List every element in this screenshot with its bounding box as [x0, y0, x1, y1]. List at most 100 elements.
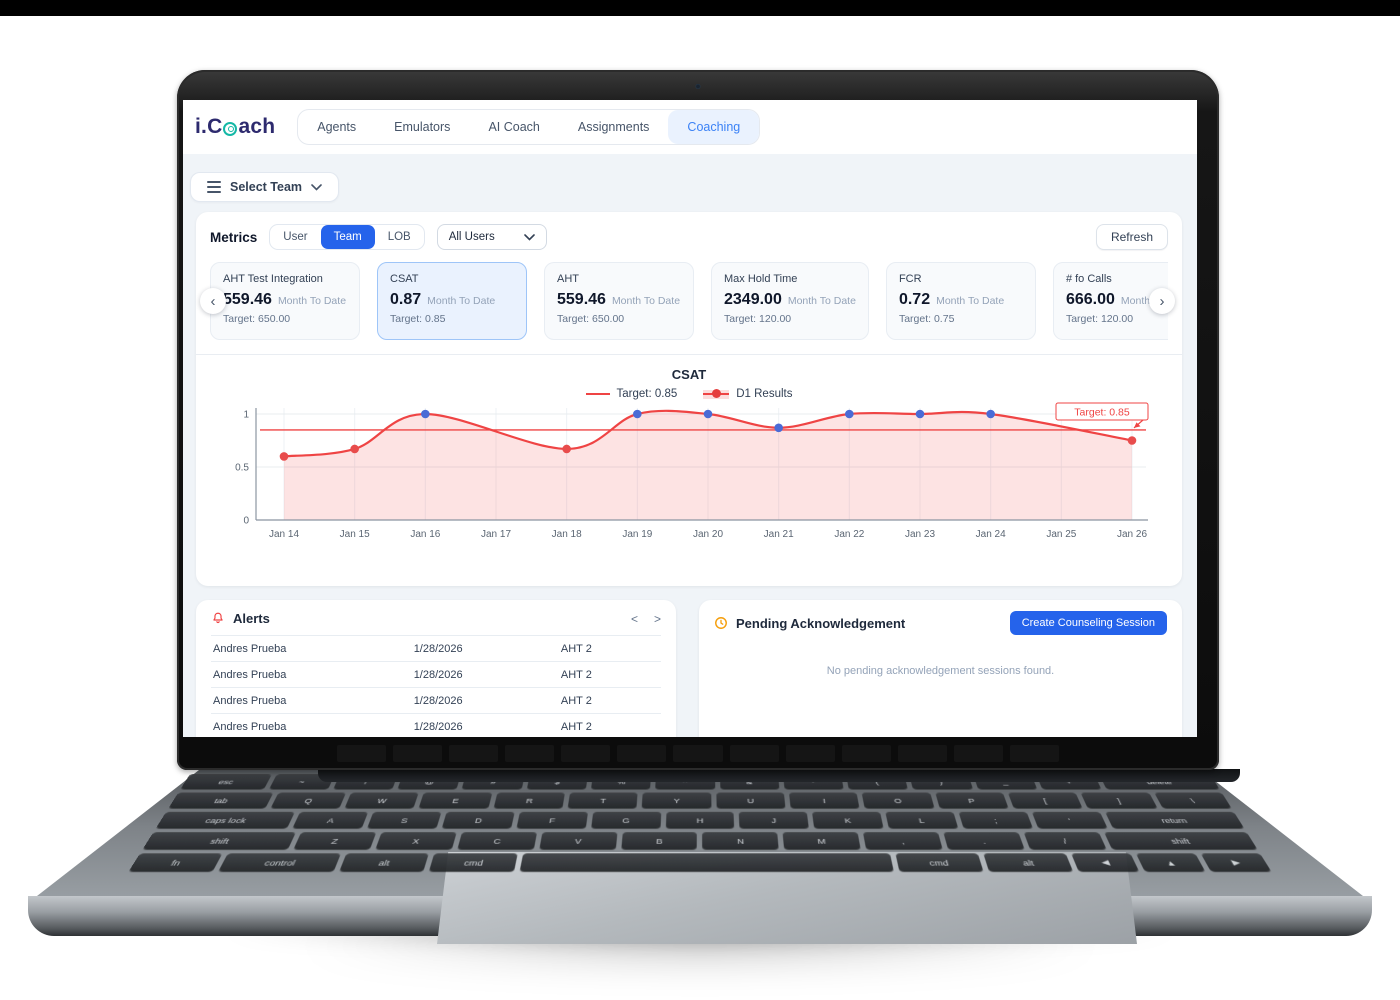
metric-card-title: AHT Test Integration	[223, 273, 347, 285]
metric-card-fcr[interactable]: FCR 0.72 Month To Date Target: 0.75	[886, 262, 1036, 340]
app-header: i.C ach Agents Emulators AI Coach Assignm…	[183, 100, 1197, 154]
metric-card-value: 0.87	[390, 291, 421, 309]
legend-target: Target: 0.85	[586, 388, 678, 400]
alert-date: 1/28/2026	[414, 669, 561, 681]
chevron-down-icon	[524, 234, 535, 241]
metric-card-value: 559.46	[223, 291, 272, 309]
metric-card-title: CSAT	[390, 273, 514, 285]
tab-ai-coach[interactable]: AI Coach	[469, 110, 558, 144]
laptop-keyboard: esc~!@#$%^&*()_+deletetabQWERTYUIOP[]\ca…	[113, 774, 1286, 896]
scope-lob[interactable]: LOB	[375, 225, 424, 249]
scope-toggle-group: User Team LOB	[269, 224, 424, 250]
bell-icon	[211, 611, 225, 626]
alert-metric: AHT 2	[561, 721, 659, 733]
svg-text:Jan 24: Jan 24	[976, 529, 1006, 540]
svg-text:Jan 17: Jan 17	[481, 529, 511, 540]
metrics-toolbar: Metrics User Team LOB All Users Refresh	[210, 224, 1168, 250]
alert-date: 1/28/2026	[414, 695, 561, 707]
keyboard-key: control	[219, 853, 341, 871]
metric-card-title: # fo Calls	[1066, 273, 1168, 285]
app-logo: i.C ach	[195, 115, 275, 139]
svg-text:Jan 23: Jan 23	[905, 529, 935, 540]
tab-coaching[interactable]: Coaching	[668, 110, 759, 144]
metric-card-title: Max Hold Time	[724, 273, 856, 285]
alert-row[interactable]: Andres Prueba 1/28/2026 AHT 2	[211, 687, 661, 713]
metric-card-target: Target: 650.00	[223, 313, 347, 325]
metric-card-max-hold[interactable]: Max Hold Time 2349.00 Month To Date Targe…	[711, 262, 869, 340]
bottom-panels: Alerts < > Andres Prueba 1/28/2026 AHT 2…	[196, 600, 1182, 737]
metric-card-csat[interactable]: CSAT 0.87 Month To Date Target: 0.85	[377, 262, 527, 340]
metric-card-period: Month To Date	[427, 295, 495, 307]
logo-text-right: ach	[238, 115, 275, 139]
keyboard-key: Q	[270, 792, 346, 808]
keyboard-key: H	[665, 812, 734, 828]
alert-name: Andres Prueba	[213, 669, 414, 681]
alerts-pager: < >	[631, 612, 661, 626]
keyboard-key: ]	[1081, 792, 1157, 808]
metric-card-value: 559.46	[557, 291, 606, 309]
alerts-prev-button[interactable]: <	[631, 612, 638, 626]
target-line-swatch-icon	[586, 393, 610, 395]
carousel-prev-button[interactable]: ‹	[200, 288, 226, 314]
create-counseling-session-button[interactable]: Create Counseling Session	[1010, 611, 1167, 635]
metric-card-target: Target: 120.00	[724, 313, 856, 325]
main-nav: Agents Emulators AI Coach Assignments Co…	[297, 109, 760, 145]
refresh-button[interactable]: Refresh	[1096, 224, 1168, 250]
scope-team[interactable]: Team	[321, 225, 375, 249]
keyboard-key: ;	[959, 812, 1033, 828]
svg-text:Jan 20: Jan 20	[693, 529, 723, 540]
svg-text:Jan 22: Jan 22	[834, 529, 864, 540]
carousel-next-button[interactable]: ›	[1149, 288, 1175, 314]
alerts-title: Alerts	[233, 611, 270, 626]
laptop-hinge	[318, 769, 1240, 782]
keyboard-key: F	[516, 812, 587, 828]
alert-date: 1/28/2026	[414, 643, 561, 655]
alerts-next-button[interactable]: >	[654, 612, 661, 626]
chart-title: CSAT	[210, 367, 1168, 382]
top-black-bar	[0, 0, 1400, 16]
alert-row[interactable]: Andres Prueba 1/28/2026 AHT 2	[211, 713, 661, 737]
legend-target-label: Target: 0.85	[617, 388, 678, 400]
metric-card-aht[interactable]: AHT 559.46 Month To Date Target: 650.00	[544, 262, 694, 340]
svg-text:Target: 0.85: Target: 0.85	[1074, 407, 1130, 419]
svg-text:Jan 15: Jan 15	[340, 529, 370, 540]
keyboard-key: C	[457, 832, 537, 849]
keyboard-key: R	[493, 792, 565, 808]
keyboard-key: shift	[1104, 832, 1257, 849]
keyboard-key: alt	[339, 853, 429, 871]
alert-row[interactable]: Andres Prueba 1/28/2026 AHT 2	[211, 635, 661, 661]
pending-title: Pending Acknowledgement	[736, 616, 905, 631]
csat-chart-svg: Jan 14 Jan 15 Jan 16 Jan 17 Jan 18 Jan 19 Jan …	[210, 400, 1168, 552]
tab-emulators[interactable]: Emulators	[375, 110, 469, 144]
user-filter-select[interactable]: All Users	[437, 224, 547, 250]
keyboard-key: return	[1105, 812, 1244, 828]
scope-user[interactable]: User	[270, 225, 320, 249]
keyboard-key: esc	[181, 774, 272, 789]
keyboard-key: P	[935, 792, 1009, 808]
alerts-list: Andres Prueba 1/28/2026 AHT 2 Andres Pru…	[211, 635, 661, 737]
svg-text:Jan 21: Jan 21	[764, 529, 794, 540]
metric-card-aht-test[interactable]: AHT Test Integration 559.46 Month To Date…	[210, 262, 360, 340]
keyboard-key: U	[716, 792, 785, 808]
alert-name: Andres Prueba	[213, 643, 414, 655]
alert-date: 1/28/2026	[414, 721, 561, 733]
keyboard-key: \	[1154, 792, 1232, 808]
keyboard-key: caps lock	[156, 812, 295, 828]
alert-name: Andres Prueba	[213, 695, 414, 707]
alert-metric: AHT 2	[561, 695, 659, 707]
select-team-button[interactable]: Select Team	[190, 172, 339, 202]
keyboard-key: cmd	[429, 853, 517, 871]
tab-agents[interactable]: Agents	[298, 110, 375, 144]
alert-row[interactable]: Andres Prueba 1/28/2026 AHT 2	[211, 661, 661, 687]
keyboard-key: [	[1008, 792, 1083, 808]
svg-text:Jan 18: Jan 18	[552, 529, 582, 540]
metric-card-title: AHT	[557, 273, 681, 285]
metrics-panel: Metrics User Team LOB All Users Refresh …	[196, 212, 1182, 586]
svg-text:0.5: 0.5	[235, 463, 249, 474]
legend-series-label: D1 Results	[736, 388, 792, 400]
metric-card-value: 0.72	[899, 291, 930, 309]
tab-assignments[interactable]: Assignments	[559, 110, 669, 144]
metric-card-target: Target: 120.00	[1066, 313, 1168, 325]
pending-header: Pending Acknowledgement Create Counselin…	[714, 611, 1167, 635]
metric-card-period: Month To Date	[278, 295, 346, 307]
